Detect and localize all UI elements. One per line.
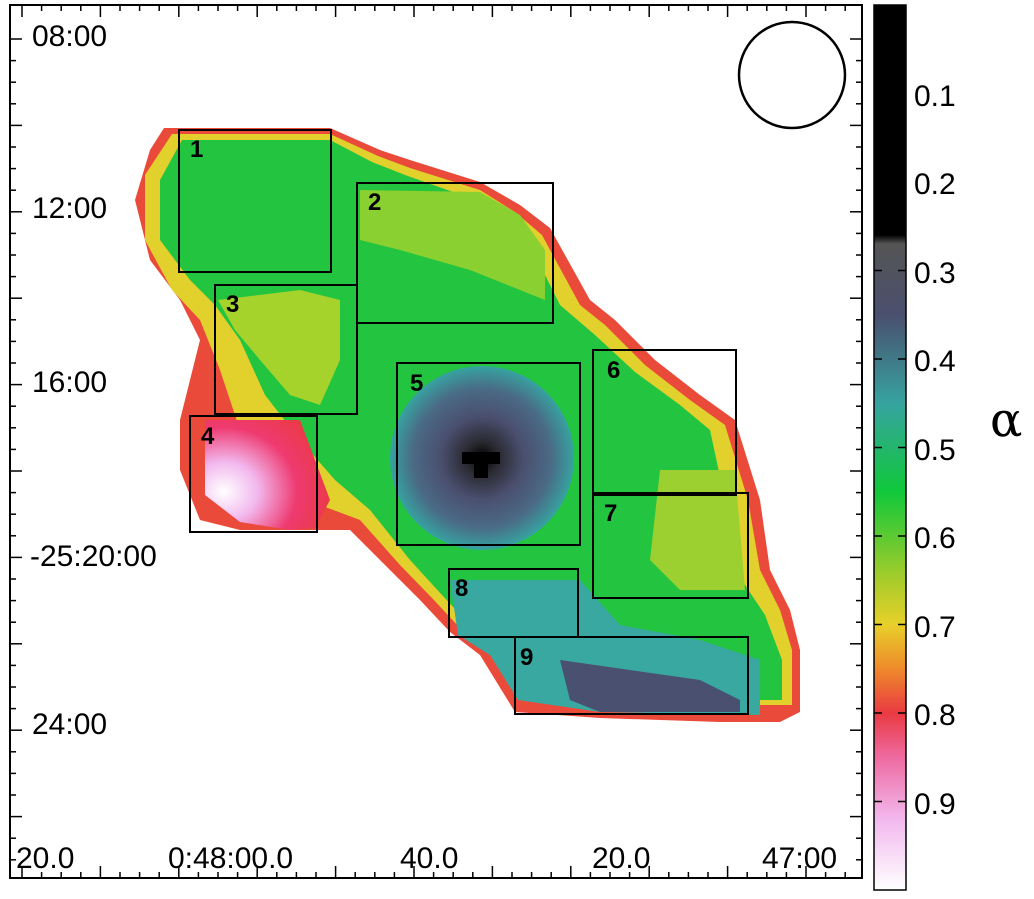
map-dark-lower xyxy=(560,660,740,712)
region-box-6 xyxy=(592,349,737,496)
region-label-7: 7 xyxy=(604,500,617,527)
cbar-label-2: 0.3 xyxy=(914,257,956,290)
region-label-9: 9 xyxy=(520,644,533,671)
region-label-8: 8 xyxy=(455,575,468,602)
cbar-label-3: 0.4 xyxy=(914,345,956,378)
x-tick-label-1: 0:48:00.0 xyxy=(168,842,293,875)
cbar-label-5: 0.6 xyxy=(914,522,956,555)
x-tick-label-4: 47:00 xyxy=(762,842,837,875)
colorbar-ticks xyxy=(874,92,906,803)
region-label-1: 1 xyxy=(190,136,203,163)
map-lightgreen-2 xyxy=(360,190,545,300)
region-label-6: 6 xyxy=(607,357,620,384)
region-box-2 xyxy=(356,182,554,324)
cbar-label-1: 0.2 xyxy=(914,168,956,201)
region-labels: 1 2 3 4 5 6 7 8 9 xyxy=(190,136,620,671)
region-box-1 xyxy=(178,129,332,273)
region-label-5: 5 xyxy=(410,370,423,397)
cbar-label-4: 0.5 xyxy=(914,434,956,467)
x-tick-label-0: 20.0 xyxy=(16,842,74,875)
y-tick-label-4: 24:00 xyxy=(32,708,107,741)
map-lightgreen-3 xyxy=(218,290,340,405)
map-lightgreen-7 xyxy=(650,470,745,590)
x-tick-label-2: 40.0 xyxy=(400,842,458,875)
cbar-label-0: 0.1 xyxy=(914,80,956,113)
region-box-9 xyxy=(514,636,749,715)
cbar-label-8: 0.9 xyxy=(914,788,956,821)
alpha-map xyxy=(135,128,800,722)
plot-ticks xyxy=(10,5,862,878)
region-box-3 xyxy=(214,284,358,415)
region-box-7 xyxy=(592,492,749,599)
map-core-peak xyxy=(462,452,500,464)
colorbar-tick-labels: 0.1 0.2 0.3 0.4 0.5 0.6 0.7 0.8 0.9 xyxy=(914,80,956,821)
cbar-label-7: 0.8 xyxy=(914,699,956,732)
region-box-5 xyxy=(396,362,581,546)
x-axis-labels: 20.0 0:48:00.0 40.0 20.0 47:00 xyxy=(16,842,837,875)
cbar-label-6: 0.7 xyxy=(914,611,956,644)
x-tick-label-3: 20.0 xyxy=(592,842,650,875)
y-axis-labels: 08:00 12:00 16:00 -25:20:00 24:00 xyxy=(30,20,157,741)
region-label-2: 2 xyxy=(368,189,381,216)
beam-circle xyxy=(737,20,847,130)
y-tick-label-0: 08:00 xyxy=(32,20,107,53)
colorbar-axis-label: α xyxy=(990,392,1022,448)
y-tick-label-3: -25:20:00 xyxy=(30,540,157,573)
region-boxes xyxy=(178,129,749,715)
region-box-8 xyxy=(448,568,579,638)
map-pink-4 xyxy=(205,420,330,530)
map-core-peak-stem xyxy=(474,462,488,478)
plot-frame xyxy=(9,4,863,879)
colorbar: 0.1 0.2 0.3 0.4 0.5 0.6 0.7 0.8 0.9 α xyxy=(873,4,1022,891)
y-tick-label-1: 12:00 xyxy=(32,192,107,225)
region-label-3: 3 xyxy=(226,291,239,318)
region-label-4: 4 xyxy=(201,423,215,450)
region-box-4 xyxy=(189,415,318,533)
y-tick-label-2: 16:00 xyxy=(32,366,107,399)
